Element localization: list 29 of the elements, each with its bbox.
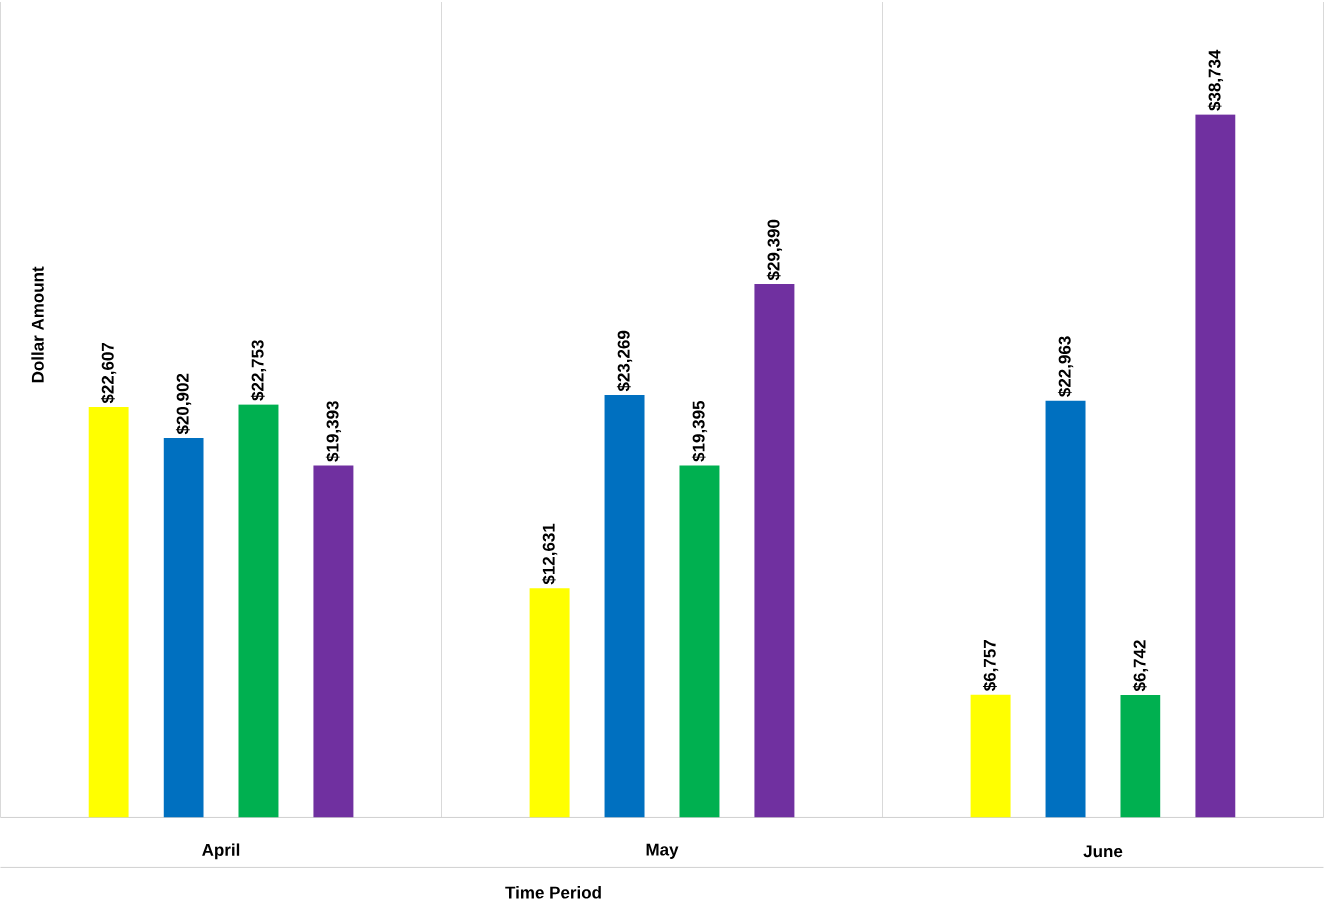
bar <box>238 404 279 818</box>
bar <box>163 437 204 818</box>
data-label: $23,269 <box>616 330 633 392</box>
x-tick-label: April <box>202 843 240 860</box>
bar <box>1120 694 1161 818</box>
data-label: $22,753 <box>250 340 267 401</box>
bar <box>679 465 720 818</box>
y-axis-title: Dollar Amount <box>31 266 44 383</box>
bar <box>1045 400 1086 818</box>
data-label: $22,607 <box>100 342 117 404</box>
bar <box>313 465 354 818</box>
x-axis-title: Time Period <box>505 885 601 899</box>
bar <box>604 394 645 818</box>
bar <box>754 283 795 818</box>
data-label: $12,631 <box>541 523 558 585</box>
data-label: $20,902 <box>175 373 192 435</box>
bar <box>529 588 570 818</box>
bar <box>1195 114 1236 818</box>
x-tick-label: June <box>1083 845 1123 858</box>
x-tick-label: May <box>646 843 679 859</box>
data-label: $38,734 <box>1207 49 1224 111</box>
bar <box>88 406 129 818</box>
data-label: $29,390 <box>766 219 783 281</box>
data-label: $19,395 <box>691 400 708 462</box>
bar <box>970 694 1011 818</box>
data-label: $6,742 <box>1132 640 1149 692</box>
data-label: $19,393 <box>325 400 342 462</box>
data-label: $6,757 <box>982 639 999 691</box>
data-label: $22,963 <box>1057 336 1074 397</box>
